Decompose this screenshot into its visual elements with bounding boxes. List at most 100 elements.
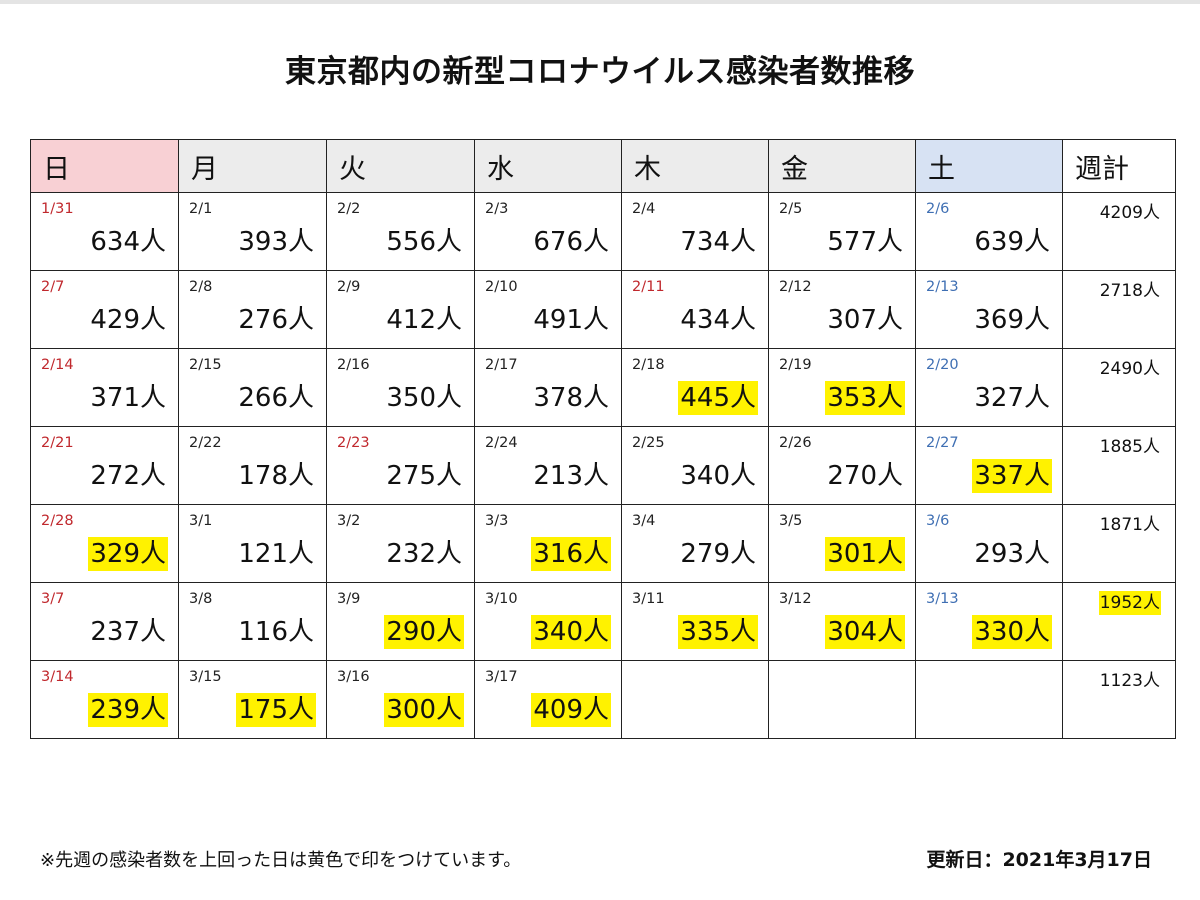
day-date: 2/2 (337, 201, 361, 217)
day-case-count: 340人 (680, 461, 756, 491)
weekly-total-cell: 1885人 (1062, 426, 1176, 505)
week-row: 3/7 237人 3/8 116人 3/9 290人 3/10 340人 3/11 335人 3/1… (30, 582, 1176, 661)
day-date: 2/19 (779, 357, 812, 373)
day-case-count: 434人 (680, 305, 756, 335)
day-case-count: 335人 (678, 615, 758, 649)
day-date: 3/16 (337, 669, 370, 685)
day-case-count: 329人 (88, 537, 168, 571)
day-cell: 3/12 304人 (768, 582, 916, 661)
weekly-total-value: 1885人 (1099, 437, 1160, 457)
day-cell: 3/4 279人 (621, 504, 769, 583)
day-case-count: 734人 (680, 227, 756, 257)
day-case-count: 237人 (90, 617, 166, 647)
weekly-total-cell: 4209人 (1062, 192, 1176, 271)
day-cell: 2/7 429人 (30, 270, 179, 349)
day-case-count: 409人 (531, 693, 611, 727)
day-case-count: 429人 (90, 305, 166, 335)
day-date: 3/9 (337, 591, 361, 607)
day-date: 2/9 (337, 279, 361, 295)
day-cell: 2/9 412人 (326, 270, 475, 349)
day-date: 2/15 (189, 357, 222, 373)
day-case-count: 175人 (236, 693, 316, 727)
week-row: 2/14 371人 2/15 266人 2/16 350人 2/17 378人 2/18 445人… (30, 348, 1176, 427)
day-case-count: 279人 (680, 539, 756, 569)
day-cell: 2/5 577人 (768, 192, 916, 271)
day-date: 3/3 (485, 513, 509, 529)
day-cell: 3/15 175人 (178, 660, 327, 739)
day-case-count: 304人 (825, 615, 905, 649)
day-cell: 2/27 337人 (915, 426, 1063, 505)
day-case-count: 121人 (238, 539, 314, 569)
day-date: 2/1 (189, 201, 213, 217)
day-cell: 2/11 434人 (621, 270, 769, 349)
day-cell: 2/20 327人 (915, 348, 1063, 427)
day-cell: 3/3 316人 (474, 504, 622, 583)
day-case-count: 301人 (825, 537, 905, 571)
day-cell: 3/9 290人 (326, 582, 475, 661)
day-cell: 3/7 237人 (30, 582, 179, 661)
day-case-count: 369人 (974, 305, 1050, 335)
updated-date: 更新日：2021年3月17日 (926, 849, 1152, 871)
empty-day-cell (621, 660, 769, 739)
day-cell: 3/14 239人 (30, 660, 179, 739)
day-date: 3/17 (485, 669, 518, 685)
day-cell: 2/24 213人 (474, 426, 622, 505)
day-case-count: 327人 (974, 383, 1050, 413)
day-cell: 2/4 734人 (621, 192, 769, 271)
day-date: 2/20 (926, 357, 959, 373)
day-cell: 3/11 335人 (621, 582, 769, 661)
header-tuesday: 火 (326, 139, 475, 193)
day-case-count: 275人 (386, 461, 462, 491)
weekly-total-value: 2490人 (1099, 359, 1160, 379)
day-cell: 3/13 330人 (915, 582, 1063, 661)
day-cell: 2/21 272人 (30, 426, 179, 505)
day-date: 3/12 (779, 591, 812, 607)
day-date: 3/5 (779, 513, 803, 529)
day-cell: 1/31 634人 (30, 192, 179, 271)
header-weekly-total: 週計 (1062, 139, 1176, 193)
day-cell: 2/26 270人 (768, 426, 916, 505)
weekly-total-cell: 1123人 (1062, 660, 1176, 739)
day-case-count: 393人 (238, 227, 314, 257)
day-date: 3/10 (485, 591, 518, 607)
day-date: 3/13 (926, 591, 959, 607)
day-case-count: 556人 (386, 227, 462, 257)
day-date: 2/21 (41, 435, 74, 451)
day-case-count: 491人 (533, 305, 609, 335)
day-case-count: 634人 (90, 227, 166, 257)
day-date: 2/10 (485, 279, 518, 295)
day-case-count: 290人 (384, 615, 464, 649)
day-case-count: 239人 (88, 693, 168, 727)
empty-day-cell (915, 660, 1063, 739)
day-cell: 3/2 232人 (326, 504, 475, 583)
day-case-count: 316人 (531, 537, 611, 571)
day-date: 3/1 (189, 513, 213, 529)
week-row: 1/31 634人 2/1 393人 2/2 556人 2/3 676人 2/4 734人 2/5 5… (30, 192, 1176, 271)
day-case-count: 272人 (90, 461, 166, 491)
day-case-count: 445人 (678, 381, 758, 415)
empty-day-cell (768, 660, 916, 739)
week-row: 2/7 429人 2/8 276人 2/9 412人 2/10 491人 2/11 434人 2/1… (30, 270, 1176, 349)
header-wednesday: 水 (474, 139, 622, 193)
day-date: 2/12 (779, 279, 812, 295)
day-date: 2/16 (337, 357, 370, 373)
header-friday: 金 (768, 139, 916, 193)
header-monday: 月 (178, 139, 327, 193)
day-case-count: 116人 (238, 617, 314, 647)
day-case-count: 412人 (386, 305, 462, 335)
day-date: 3/7 (41, 591, 65, 607)
day-date: 2/5 (779, 201, 803, 217)
day-cell: 3/10 340人 (474, 582, 622, 661)
day-case-count: 337人 (972, 459, 1052, 493)
day-cell: 2/3 676人 (474, 192, 622, 271)
week-row: 3/14 239人 3/15 175人 3/16 300人 3/17 409人 1123人 (30, 660, 1176, 739)
day-date: 2/4 (632, 201, 656, 217)
weekly-total-cell: 2490人 (1062, 348, 1176, 427)
day-case-count: 639人 (974, 227, 1050, 257)
day-cell: 2/19 353人 (768, 348, 916, 427)
weekly-total-cell: 1871人 (1062, 504, 1176, 583)
day-cell: 2/14 371人 (30, 348, 179, 427)
day-cell: 2/17 378人 (474, 348, 622, 427)
day-date: 2/13 (926, 279, 959, 295)
week-row: 2/21 272人 2/22 178人 2/23 275人 2/24 213人 2/25 340人… (30, 426, 1176, 505)
